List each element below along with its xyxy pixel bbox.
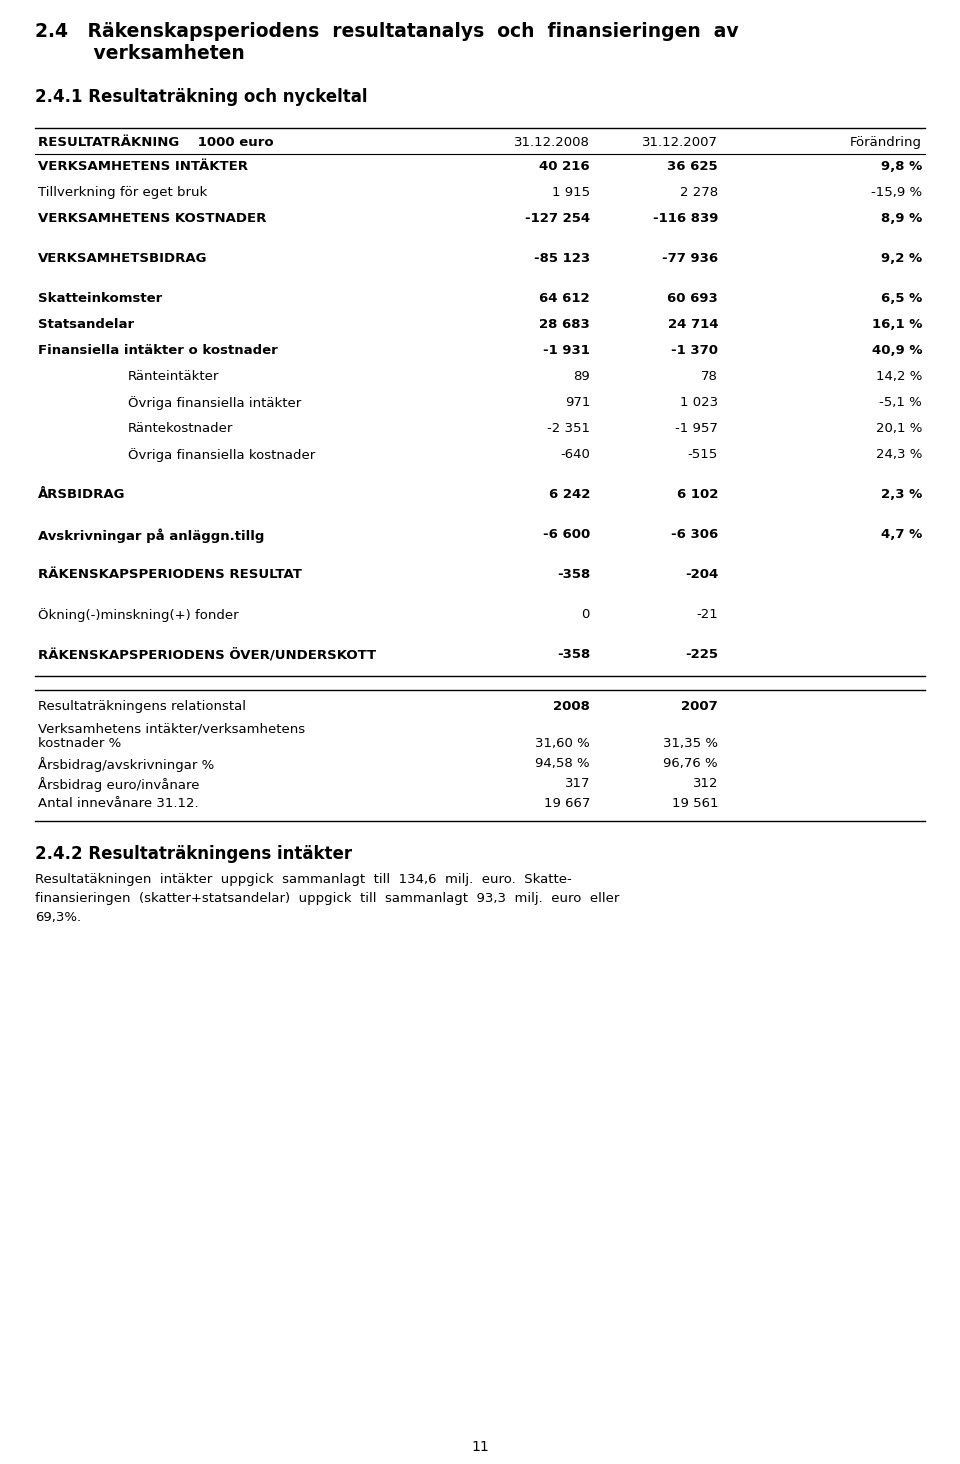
Text: 4,7 %: 4,7 %: [880, 529, 922, 542]
Text: 8,9 %: 8,9 %: [880, 212, 922, 225]
Text: 2008: 2008: [553, 700, 590, 713]
Text: Förändring: Förändring: [850, 136, 922, 149]
Text: -225: -225: [685, 649, 718, 662]
Text: 24 714: 24 714: [667, 318, 718, 331]
Text: 9,2 %: 9,2 %: [881, 252, 922, 265]
Text: -1 370: -1 370: [671, 344, 718, 357]
Text: -21: -21: [696, 608, 718, 621]
Text: verksamheten: verksamheten: [35, 44, 245, 63]
Text: 312: 312: [692, 777, 718, 791]
Text: Övriga finansiella kostnader: Övriga finansiella kostnader: [128, 448, 315, 463]
Text: -77 936: -77 936: [661, 252, 718, 265]
Text: Statsandelar: Statsandelar: [38, 318, 134, 331]
Text: 78: 78: [701, 370, 718, 384]
Text: 9,8 %: 9,8 %: [880, 160, 922, 173]
Text: -127 254: -127 254: [525, 212, 590, 225]
Text: 89: 89: [573, 370, 590, 384]
Text: RÄKENSKAPSPERIODENS ÖVER/UNDERSKOTT: RÄKENSKAPSPERIODENS ÖVER/UNDERSKOTT: [38, 649, 376, 662]
Text: 20,1 %: 20,1 %: [876, 422, 922, 435]
Text: VERKSAMHETSBIDRAG: VERKSAMHETSBIDRAG: [38, 252, 207, 265]
Text: 2.4.1 Resultaträkning och nyckeltal: 2.4.1 Resultaträkning och nyckeltal: [35, 88, 368, 105]
Text: RESULTATRÄKNING    1000 euro: RESULTATRÄKNING 1000 euro: [38, 136, 274, 149]
Text: -204: -204: [684, 568, 718, 581]
Text: Verksamhetens intäkter/verksamhetens: Verksamhetens intäkter/verksamhetens: [38, 722, 305, 735]
Text: 31,60 %: 31,60 %: [536, 736, 590, 750]
Text: 19 561: 19 561: [671, 796, 718, 810]
Text: VERKSAMHETENS KOSTNADER: VERKSAMHETENS KOSTNADER: [38, 212, 266, 225]
Text: 2.4.2 Resultaträkningens intäkter: 2.4.2 Resultaträkningens intäkter: [35, 845, 352, 862]
Text: -5,1 %: -5,1 %: [879, 395, 922, 408]
Text: 64 612: 64 612: [540, 291, 590, 305]
Text: 40 216: 40 216: [540, 160, 590, 173]
Text: ÅRSBIDRAG: ÅRSBIDRAG: [38, 488, 126, 501]
Text: -15,9 %: -15,9 %: [871, 186, 922, 199]
Text: -358: -358: [557, 568, 590, 581]
Text: 2.4   Räkenskapsperiodens  resultatanalys  och  finansieringen  av: 2.4 Räkenskapsperiodens resultatanalys o…: [35, 22, 738, 41]
Text: 31.12.2008: 31.12.2008: [515, 136, 590, 149]
Text: Årsbidrag/avskrivningar %: Årsbidrag/avskrivningar %: [38, 757, 214, 772]
Text: Ökning(-)minskning(+) fonder: Ökning(-)minskning(+) fonder: [38, 608, 239, 622]
Text: Räntekostnader: Räntekostnader: [128, 422, 233, 435]
Text: -2 351: -2 351: [547, 422, 590, 435]
Text: -1 957: -1 957: [675, 422, 718, 435]
Text: Finansiella intäkter o kostnader: Finansiella intäkter o kostnader: [38, 344, 277, 357]
Text: -6 600: -6 600: [542, 529, 590, 542]
Text: 31,35 %: 31,35 %: [663, 736, 718, 750]
Text: -515: -515: [687, 448, 718, 461]
Text: RÄKENSKAPSPERIODENS RESULTAT: RÄKENSKAPSPERIODENS RESULTAT: [38, 568, 301, 581]
Text: -1 931: -1 931: [543, 344, 590, 357]
Text: 31.12.2007: 31.12.2007: [642, 136, 718, 149]
Text: -6 306: -6 306: [671, 529, 718, 542]
Text: 317: 317: [564, 777, 590, 791]
Text: Ränteintäkter: Ränteintäkter: [128, 370, 220, 384]
Text: 1 023: 1 023: [680, 395, 718, 408]
Text: 60 693: 60 693: [667, 291, 718, 305]
Text: 36 625: 36 625: [667, 160, 718, 173]
Text: Antal innevånare 31.12.: Antal innevånare 31.12.: [38, 796, 199, 810]
Text: 69,3%.: 69,3%.: [35, 911, 82, 924]
Text: Årsbidrag euro/invånare: Årsbidrag euro/invånare: [38, 777, 200, 792]
Text: Övriga finansiella intäkter: Övriga finansiella intäkter: [128, 395, 301, 410]
Text: 94,58 %: 94,58 %: [536, 757, 590, 770]
Text: Tillverkning för eget bruk: Tillverkning för eget bruk: [38, 186, 207, 199]
Text: -116 839: -116 839: [653, 212, 718, 225]
Text: 1 915: 1 915: [552, 186, 590, 199]
Text: 28 683: 28 683: [540, 318, 590, 331]
Text: Skatteinkomster: Skatteinkomster: [38, 291, 162, 305]
Text: -358: -358: [557, 649, 590, 662]
Text: 2,3 %: 2,3 %: [880, 488, 922, 501]
Text: kostnader %: kostnader %: [38, 736, 121, 750]
Text: Resultatäkningen  intäkter  uppgick  sammanlagt  till  134,6  milj.  euro.  Skat: Resultatäkningen intäkter uppgick samman…: [35, 873, 572, 886]
Text: VERKSAMHETENS INTÄKTER: VERKSAMHETENS INTÄKTER: [38, 160, 248, 173]
Text: 24,3 %: 24,3 %: [876, 448, 922, 461]
Text: 40,9 %: 40,9 %: [872, 344, 922, 357]
Text: 971: 971: [564, 395, 590, 408]
Text: 16,1 %: 16,1 %: [872, 318, 922, 331]
Text: -85 123: -85 123: [534, 252, 590, 265]
Text: Avskrivningar på anläggn.tillg: Avskrivningar på anläggn.tillg: [38, 529, 264, 543]
Text: 0: 0: [582, 608, 590, 621]
Text: 11: 11: [471, 1441, 489, 1454]
Text: 96,76 %: 96,76 %: [663, 757, 718, 770]
Text: 19 667: 19 667: [543, 796, 590, 810]
Text: 2 278: 2 278: [680, 186, 718, 199]
Text: finansieringen  (skatter+statsandelar)  uppgick  till  sammanlagt  93,3  milj.  : finansieringen (skatter+statsandelar) up…: [35, 892, 619, 905]
Text: 6 102: 6 102: [677, 488, 718, 501]
Text: 6 242: 6 242: [548, 488, 590, 501]
Text: 6,5 %: 6,5 %: [880, 291, 922, 305]
Text: Resultaträkningens relationstal: Resultaträkningens relationstal: [38, 700, 246, 713]
Text: 2007: 2007: [682, 700, 718, 713]
Text: 14,2 %: 14,2 %: [876, 370, 922, 384]
Text: -640: -640: [560, 448, 590, 461]
